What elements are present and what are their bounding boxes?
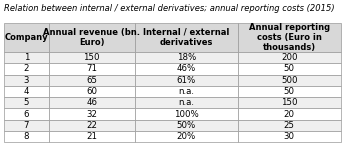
Text: 25: 25 bbox=[284, 121, 295, 130]
Text: n.a.: n.a. bbox=[178, 87, 194, 96]
Text: 60: 60 bbox=[86, 87, 97, 96]
Bar bbox=[49, 131, 135, 142]
Text: 2: 2 bbox=[24, 64, 29, 73]
Bar bbox=[135, 23, 238, 52]
Text: 150: 150 bbox=[281, 98, 298, 107]
Bar bbox=[135, 131, 238, 142]
Bar bbox=[4, 120, 49, 131]
Bar bbox=[4, 23, 49, 52]
Bar bbox=[49, 75, 135, 86]
Bar bbox=[135, 86, 238, 97]
Text: 71: 71 bbox=[86, 64, 97, 73]
Text: 50: 50 bbox=[284, 64, 295, 73]
Bar bbox=[238, 23, 341, 52]
Bar bbox=[4, 97, 49, 108]
Bar bbox=[4, 108, 49, 120]
Bar bbox=[238, 108, 341, 120]
Text: Internal / external
derivatives: Internal / external derivatives bbox=[143, 28, 229, 47]
Text: 65: 65 bbox=[86, 76, 97, 85]
Bar bbox=[238, 86, 341, 97]
Text: Company: Company bbox=[5, 33, 48, 42]
Bar bbox=[49, 23, 135, 52]
Text: 1: 1 bbox=[24, 53, 29, 62]
Text: 21: 21 bbox=[86, 132, 97, 141]
Bar bbox=[49, 52, 135, 63]
Bar bbox=[238, 52, 341, 63]
Text: 61%: 61% bbox=[177, 76, 196, 85]
Text: 150: 150 bbox=[83, 53, 100, 62]
Bar bbox=[238, 120, 341, 131]
Bar bbox=[4, 75, 49, 86]
Bar bbox=[49, 86, 135, 97]
Text: 32: 32 bbox=[86, 110, 97, 119]
Text: 46: 46 bbox=[86, 98, 97, 107]
Text: 22: 22 bbox=[86, 121, 97, 130]
Bar bbox=[4, 52, 49, 63]
Text: 8: 8 bbox=[24, 132, 29, 141]
Bar bbox=[238, 63, 341, 75]
Bar bbox=[238, 97, 341, 108]
Bar bbox=[135, 63, 238, 75]
Bar bbox=[49, 108, 135, 120]
Bar bbox=[135, 52, 238, 63]
Text: n.a.: n.a. bbox=[178, 98, 194, 107]
Bar bbox=[135, 120, 238, 131]
Bar bbox=[135, 75, 238, 86]
Text: Annual revenue (bn.
Euro): Annual revenue (bn. Euro) bbox=[43, 28, 140, 47]
Bar bbox=[4, 131, 49, 142]
Text: 50: 50 bbox=[284, 87, 295, 96]
Text: 20%: 20% bbox=[177, 132, 196, 141]
Text: 7: 7 bbox=[24, 121, 29, 130]
Text: 46%: 46% bbox=[177, 64, 196, 73]
Text: Annual reporting
costs (Euro in
thousands): Annual reporting costs (Euro in thousand… bbox=[249, 23, 330, 52]
Bar bbox=[49, 63, 135, 75]
Text: 100%: 100% bbox=[174, 110, 199, 119]
Bar bbox=[4, 86, 49, 97]
Text: 6: 6 bbox=[24, 110, 29, 119]
Text: 30: 30 bbox=[284, 132, 295, 141]
Bar bbox=[49, 120, 135, 131]
Bar bbox=[4, 63, 49, 75]
Text: 18%: 18% bbox=[177, 53, 196, 62]
Bar bbox=[135, 108, 238, 120]
Text: 4: 4 bbox=[24, 87, 29, 96]
Text: 50%: 50% bbox=[177, 121, 196, 130]
Text: 5: 5 bbox=[24, 98, 29, 107]
Bar bbox=[49, 97, 135, 108]
Bar bbox=[135, 97, 238, 108]
Text: 20: 20 bbox=[284, 110, 295, 119]
Text: 500: 500 bbox=[281, 76, 298, 85]
Text: Relation between internal / external derivatives; annual reporting costs (2015): Relation between internal / external der… bbox=[4, 4, 335, 13]
Bar bbox=[238, 75, 341, 86]
Text: 3: 3 bbox=[24, 76, 29, 85]
Bar bbox=[238, 131, 341, 142]
Text: 200: 200 bbox=[281, 53, 298, 62]
